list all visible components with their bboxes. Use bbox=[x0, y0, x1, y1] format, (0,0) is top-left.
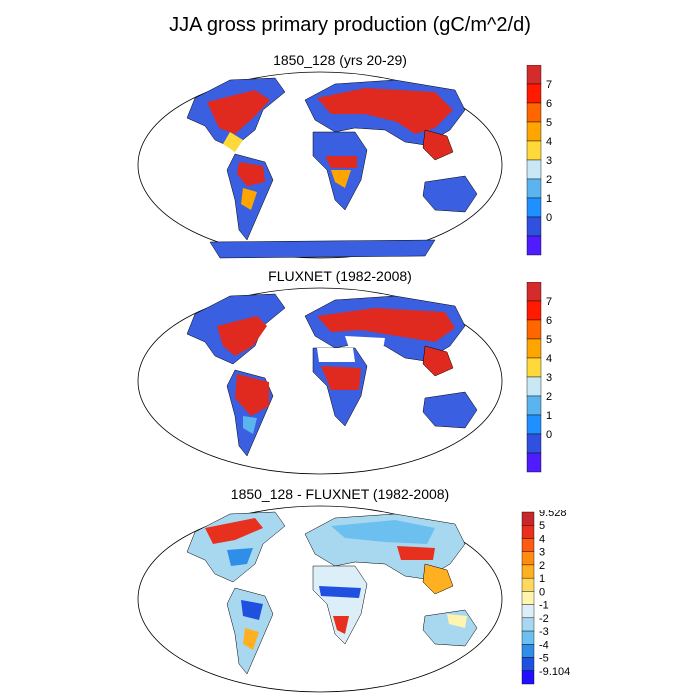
colorbar-box bbox=[526, 83, 542, 104]
colorbar-label: 0 bbox=[546, 429, 552, 441]
colorbar-box bbox=[526, 65, 542, 85]
colorbar-box bbox=[526, 121, 542, 142]
colorbar-box bbox=[521, 551, 535, 566]
colorbar-label: 1 bbox=[539, 573, 545, 585]
colorbar-box bbox=[521, 538, 535, 552]
colorbar-box bbox=[526, 452, 542, 473]
colorbar-label: 6 bbox=[546, 315, 552, 327]
colorbar-box bbox=[521, 525, 535, 539]
colorbar-box bbox=[526, 216, 542, 237]
colorbar-label: 7 bbox=[546, 79, 552, 91]
colorbar-label: 6 bbox=[546, 98, 552, 110]
colorbar-label: 4 bbox=[546, 136, 552, 148]
colorbar-label: 7 bbox=[546, 296, 552, 308]
colorbar-box bbox=[526, 338, 542, 359]
map-fluxnet bbox=[137, 287, 503, 475]
figure-title: JJA gross primary production (gC/m^2/d) bbox=[169, 14, 531, 36]
colorbar-box bbox=[521, 617, 535, 632]
land-north-america bbox=[186, 77, 286, 152]
land-eurasia bbox=[304, 79, 466, 161]
land-africa bbox=[312, 565, 368, 645]
panel-title-difference: 1850_128 - FLUXNET (1982-2008) bbox=[230, 486, 450, 502]
colorbar-label: 2 bbox=[539, 560, 545, 572]
colorbar-label: 2 bbox=[546, 174, 552, 186]
colorbar-label: 9.528 bbox=[539, 510, 567, 519]
colorbar-fluxnet: 7 6 5 4 3 2 1 0 bbox=[526, 282, 552, 473]
colorbar-box bbox=[521, 657, 535, 671]
land-australia bbox=[422, 175, 478, 213]
colorbar-box bbox=[526, 319, 542, 340]
colorbar-label: 5 bbox=[546, 117, 552, 129]
land-australia bbox=[422, 609, 478, 647]
land-north-america bbox=[186, 511, 286, 583]
colorbar-label: -4 bbox=[539, 639, 549, 651]
colorbar-label: -1 bbox=[539, 600, 549, 612]
map-model bbox=[137, 71, 503, 259]
colorbar-box bbox=[521, 564, 535, 579]
colorbar-label: -9.104 bbox=[539, 666, 570, 678]
colorbar-label: -5 bbox=[539, 653, 549, 665]
colorbar-box bbox=[526, 235, 542, 256]
colorbar-label: 5 bbox=[539, 520, 545, 532]
land-africa bbox=[312, 131, 368, 211]
colorbar-label: 4 bbox=[546, 353, 552, 365]
colorbar-label: 5 bbox=[546, 334, 552, 346]
panel-title-fluxnet: FLUXNET (1982-2008) bbox=[268, 268, 412, 284]
colorbar-model: 7 6 5 4 3 2 1 0 bbox=[526, 65, 552, 256]
colorbar-box bbox=[526, 433, 542, 454]
land-antarctica bbox=[209, 239, 436, 259]
colorbar-label: -2 bbox=[539, 613, 549, 625]
land-africa bbox=[312, 347, 368, 427]
colorbar-label: -3 bbox=[539, 626, 549, 638]
land-eurasia bbox=[304, 513, 466, 595]
colorbar-box bbox=[521, 577, 535, 592]
colorbar-box bbox=[526, 300, 542, 321]
map-difference bbox=[137, 505, 503, 693]
colorbar-box bbox=[526, 102, 542, 123]
colorbar-box bbox=[526, 140, 542, 161]
colorbar-box bbox=[526, 178, 542, 199]
land-eurasia bbox=[304, 295, 466, 377]
colorbar-label: 3 bbox=[539, 547, 545, 559]
colorbar-label: 0 bbox=[546, 212, 552, 224]
colorbar-label: 2 bbox=[546, 391, 552, 403]
colorbar-box bbox=[521, 670, 535, 685]
colorbar-box bbox=[526, 395, 542, 416]
colorbar-box bbox=[521, 644, 535, 658]
land-south-america bbox=[226, 369, 274, 457]
land-australia bbox=[422, 391, 478, 429]
colorbar-label: 3 bbox=[546, 155, 552, 167]
colorbar-box bbox=[526, 197, 542, 218]
colorbar-box bbox=[526, 414, 542, 435]
colorbar-box bbox=[521, 604, 535, 619]
colorbar-box bbox=[526, 376, 542, 397]
colorbar-box bbox=[521, 511, 535, 526]
land-south-america bbox=[226, 587, 274, 675]
colorbar-label: 3 bbox=[546, 372, 552, 384]
colorbar-box bbox=[521, 591, 535, 605]
panel-title-model: 1850_128 (yrs 20-29) bbox=[273, 52, 407, 68]
colorbar-box bbox=[521, 630, 535, 645]
colorbar-label: 1 bbox=[546, 410, 552, 422]
colorbar-box bbox=[526, 159, 542, 180]
land-south-america bbox=[226, 153, 274, 241]
colorbar-label: 0 bbox=[539, 586, 545, 598]
land-north-america bbox=[186, 293, 286, 365]
colorbar-label: 1 bbox=[546, 193, 552, 205]
colorbar-label: 4 bbox=[539, 533, 545, 545]
colorbar-box bbox=[526, 357, 542, 378]
colorbar-box bbox=[526, 282, 542, 302]
